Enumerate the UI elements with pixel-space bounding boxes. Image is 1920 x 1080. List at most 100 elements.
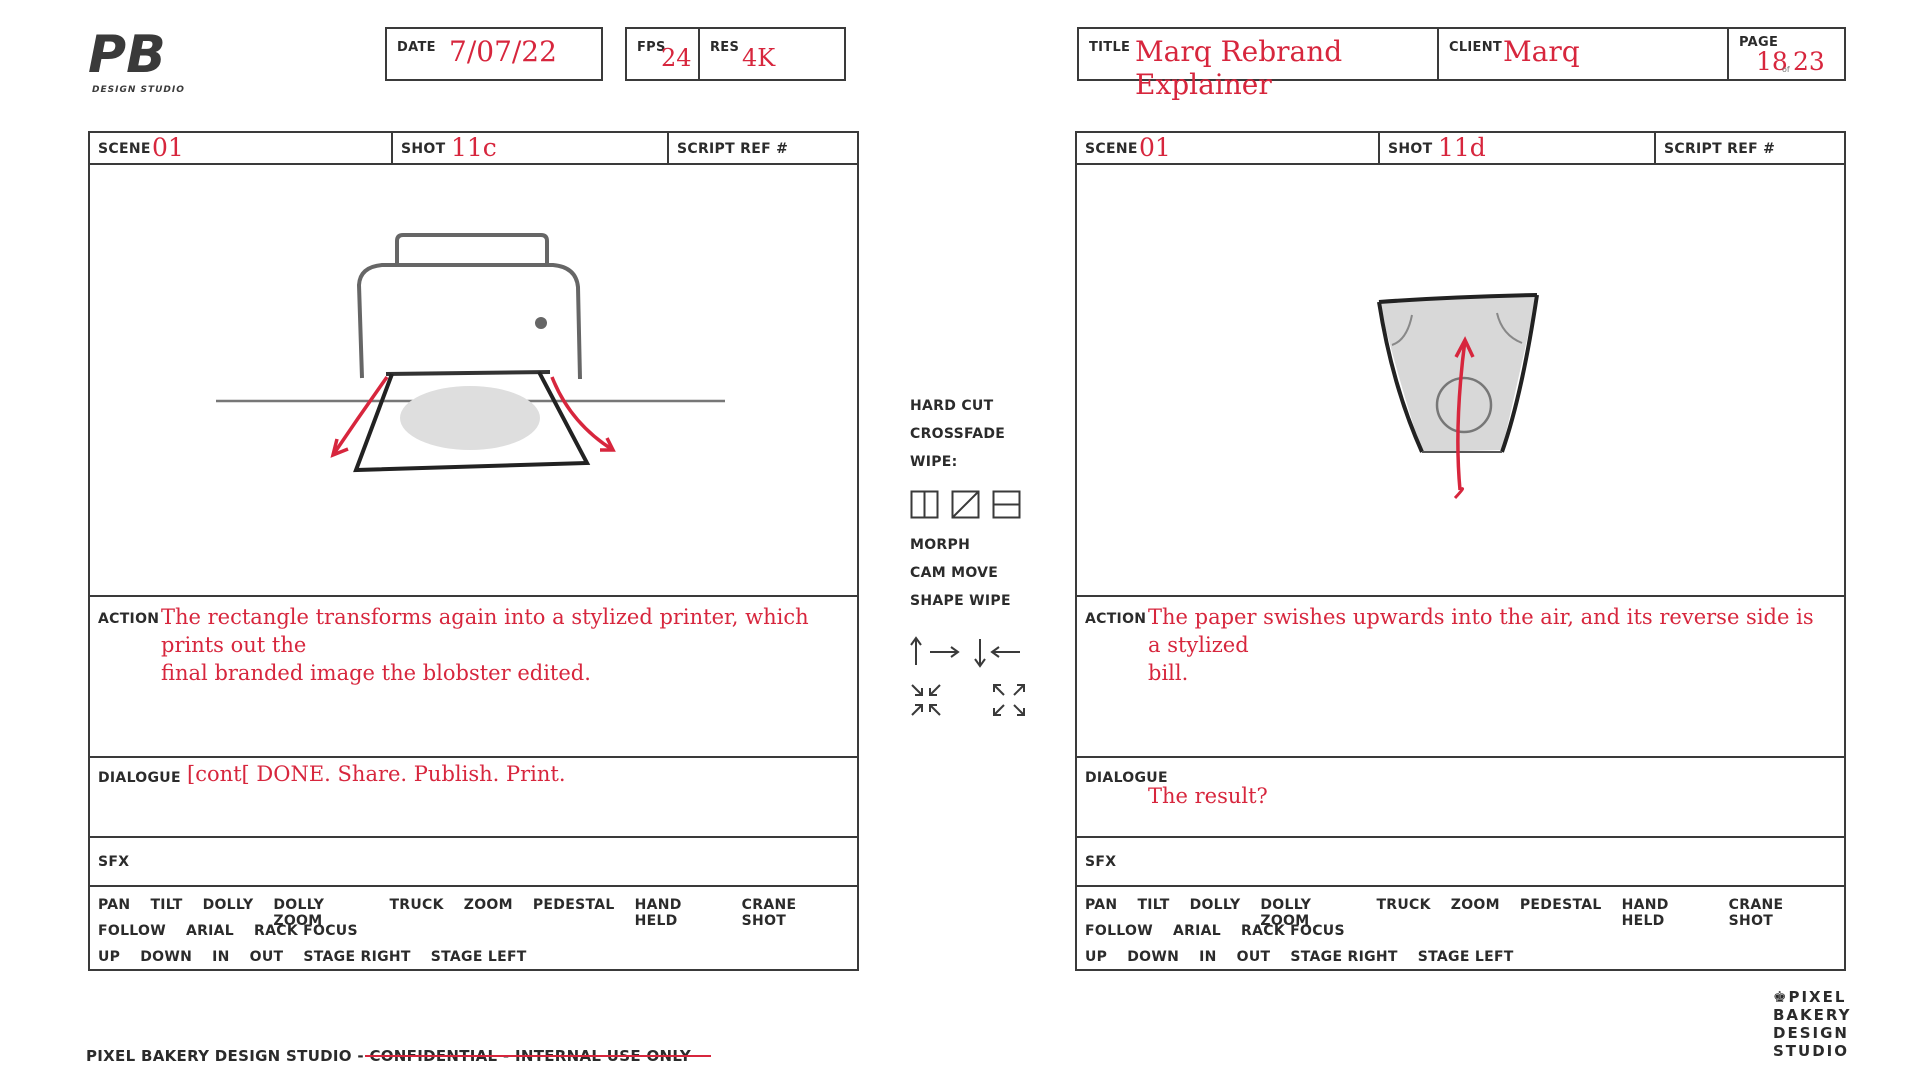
camera-moves-line-1: PAN TILT DOLLY DOLLY ZOOM TRUCK ZOOM PED… [1085,897,1844,929]
cam-arial[interactable]: ARIAL [185,923,235,939]
paper-top-edge [1378,293,1538,304]
action-line-2: final branded image the blobster edited. [161,661,591,685]
cam-arial[interactable]: ARIAL [1172,923,1222,939]
cam-stage-right[interactable]: STAGE RIGHT [303,949,411,965]
date-value: 7/07/22 [449,35,557,68]
wipe-vertical-icon[interactable] [910,490,939,519]
printer-body [356,263,582,380]
cam-stage-left[interactable]: STAGE LEFT [1417,949,1514,965]
cam-stage-right[interactable]: STAGE RIGHT [1290,949,1398,965]
frame-area [1077,165,1844,597]
cam-up[interactable]: UP [1085,949,1108,965]
cam-pedestal[interactable]: PEDESTAL [532,897,615,913]
panel-shot-11c: SCENE 01 SHOT 11c SCRIPT REF # ACTION [88,131,859,971]
cam-hand-held[interactable]: HAND HELD [1621,897,1669,929]
printer-sketch-icon [216,233,725,473]
footer-confidential-struck: CONFIDENTIAL - INTERNAL USE ONLY [365,1047,712,1065]
swish-arrow-tail [1453,487,1465,500]
logo-tagline: DESIGN STUDIO [92,85,185,95]
expand-icon [993,684,1025,716]
cam-rack-focus[interactable]: RACK FOCUS [254,923,358,939]
transition-hard-cut[interactable]: HARD CUT [910,398,994,414]
cam-zoom[interactable]: ZOOM [463,897,513,913]
cam-truck[interactable]: TRUCK [1376,897,1431,913]
cam-zoom[interactable]: ZOOM [1450,897,1500,913]
cam-out[interactable]: OUT [1236,949,1271,965]
panel-header: SCENE 01 SHOT 11c SCRIPT REF # [90,133,857,165]
cam-up[interactable]: UP [98,949,121,965]
panel-shot-11d: SCENE 01 SHOT 11d SCRIPT REF # ACTION [1075,131,1846,971]
res-label: RES [710,40,740,55]
scene-label: SCENE [98,141,151,157]
cam-pan[interactable]: PAN [98,897,131,913]
cam-down[interactable]: DOWN [1127,949,1180,965]
cam-truck[interactable]: TRUCK [389,897,444,913]
transition-crossfade[interactable]: CROSSFADE [910,426,1006,442]
shot-label: SHOT [401,141,446,157]
page-cell: PAGE 18 of 23 [1727,27,1846,81]
cam-in[interactable]: IN [212,949,230,965]
cam-follow[interactable]: FOLLOW [98,923,166,939]
fps-label: FPS [637,40,666,55]
script-ref-field: SCRIPT REF # [669,133,857,163]
camera-moves-section: PAN TILT DOLLY DOLLY ZOOM TRUCK ZOOM PED… [1077,887,1844,971]
client-cell: CLIENT Marq [1437,27,1729,81]
page-of: of [1782,65,1790,74]
wipe-icons [910,490,1040,519]
strike-through-line [365,1055,712,1057]
cam-stage-left[interactable]: STAGE LEFT [430,949,527,965]
date-cell: DATE 7/07/22 [385,27,603,81]
cam-tilt[interactable]: TILT [1137,897,1170,913]
logo-line-4: STUDIO [1773,1042,1849,1060]
cam-dolly[interactable]: DOLLY [202,897,254,913]
logo-line-1: ♚PIXEL [1773,988,1853,1006]
cam-out[interactable]: OUT [249,949,284,965]
cam-rack-focus[interactable]: RACK FOCUS [1241,923,1345,939]
title-cell: TITLE Marq Rebrand Explainer [1077,27,1439,101]
paper-curl-right [1496,312,1523,344]
cam-in[interactable]: IN [1199,949,1217,965]
transition-morph[interactable]: MORPH [910,537,971,553]
script-ref-label: SCRIPT REF # [677,141,789,157]
camera-moves-line-2: FOLLOW ARIAL RACK FOCUS [98,923,378,939]
paper-fill [1379,295,1537,452]
fps-cell: FPS 24 [625,27,700,81]
cam-tilt[interactable]: TILT [150,897,183,913]
pixel-bakery-logo: ♚PIXEL BAKERY DESIGN STUDIO [1773,988,1853,1060]
action-label: ACTION [98,611,160,627]
arrow-left-head [330,438,349,458]
cam-dolly[interactable]: DOLLY [1189,897,1241,913]
scene-value: 01 [1139,133,1171,162]
dialogue-label: DIALOGUE [1085,770,1168,786]
cam-dolly-zoom[interactable]: DOLLY ZOOM [273,897,325,929]
transition-shape-wipe[interactable]: SHAPE WIPE [910,593,1011,609]
wipe-horizontal-icon[interactable] [992,490,1021,519]
camera-moves-line-2: FOLLOW ARIAL RACK FOCUS [1085,923,1365,939]
logo-line-1-text: PIXEL [1788,988,1847,1006]
page-label: PAGE [1739,35,1779,50]
transitions-column: HARD CUT CROSSFADE WIPE: MORPH CAM MOVE … [910,398,1040,729]
cam-pedestal[interactable]: PEDESTAL [1519,897,1602,913]
cam-follow[interactable]: FOLLOW [1085,923,1153,939]
cam-crane-shot[interactable]: CRANE SHOT [1728,897,1784,929]
cam-crane-shot[interactable]: CRANE SHOT [741,897,797,929]
res-cell: RES 4K [698,27,846,81]
action-line-1: The rectangle transforms again into a st… [161,605,809,657]
dialogue-label: DIALOGUE [98,770,181,786]
cam-pan[interactable]: PAN [1085,897,1118,913]
cam-hand-held[interactable]: HAND HELD [634,897,682,929]
arrow-up-right-icon [910,636,960,665]
cam-dolly-zoom[interactable]: DOLLY ZOOM [1260,897,1312,929]
cam-down[interactable]: DOWN [140,949,193,965]
script-ref-field: SCRIPT REF # [1656,133,1844,163]
client-label: CLIENT [1449,40,1503,55]
camera-moves-line-3: UP DOWN IN OUT STAGE RIGHT STAGE LEFT [1085,949,1534,965]
shot-value: 11c [451,133,497,162]
dialogue-text: [cont[ DONE. Share. Publish. Print. [187,762,566,786]
printer-top [395,233,549,265]
scene-label: SCENE [1085,141,1138,157]
transition-wipe[interactable]: WIPE: [910,454,958,470]
wipe-diagonal-icon[interactable] [951,490,980,519]
transition-cam-move[interactable]: CAM MOVE [910,565,999,581]
logo-line-3: DESIGN [1773,1024,1849,1042]
